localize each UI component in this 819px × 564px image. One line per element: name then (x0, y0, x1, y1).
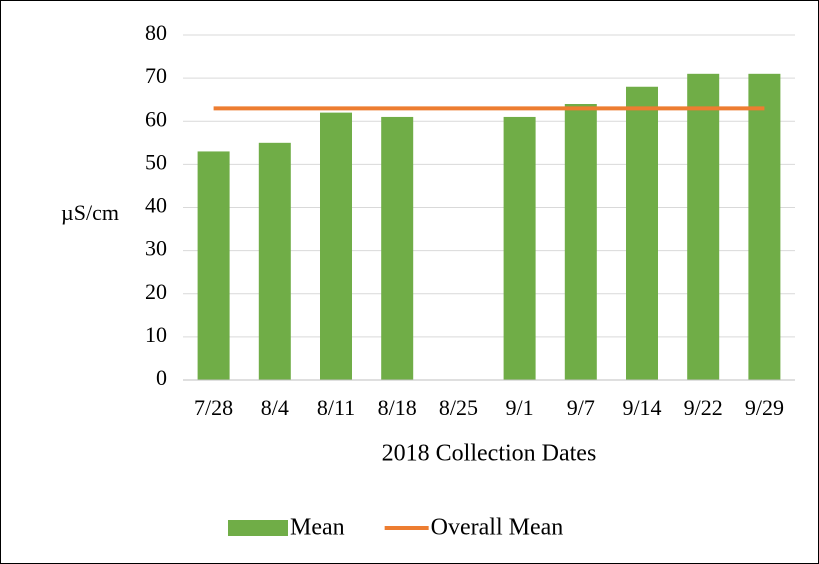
bar (564, 104, 597, 380)
x-tick-label: 9/14 (622, 395, 661, 420)
bar (626, 86, 658, 380)
y-tick-label: 40 (145, 193, 167, 218)
bar (687, 73, 720, 380)
x-tick-label: 8/4 (261, 395, 289, 420)
bar (503, 116, 536, 380)
legend-label: Mean (290, 515, 345, 541)
y-tick-label: 0 (156, 365, 167, 390)
bar (258, 142, 291, 380)
x-tick-label: 9/1 (506, 395, 534, 420)
bar (748, 73, 781, 380)
y-tick-label: 70 (145, 63, 167, 88)
legend-label: Overall Mean (431, 515, 564, 541)
bar (197, 151, 230, 380)
bar (320, 112, 352, 380)
y-tick-label: 80 (145, 20, 167, 45)
legend-swatch (228, 520, 288, 536)
y-tick-label: 60 (145, 106, 167, 131)
y-tick-label: 30 (145, 236, 167, 261)
y-tick-label: 20 (145, 279, 167, 304)
y-tick-label: 10 (145, 322, 167, 347)
x-tick-label: 9/22 (684, 395, 723, 420)
x-tick-label: 7/28 (194, 395, 233, 420)
x-tick-label: 9/29 (745, 395, 784, 420)
x-tick-label: 8/25 (439, 395, 478, 420)
x-tick-label: 9/7 (567, 395, 595, 420)
x-tick-label: 8/11 (317, 395, 355, 420)
bar (381, 116, 414, 380)
y-tick-label: 50 (145, 149, 167, 174)
x-tick-label: 8/18 (378, 395, 417, 420)
y-axis-label: µS/cm (61, 200, 119, 225)
x-axis-label: 2018 Collection Dates (382, 441, 597, 467)
